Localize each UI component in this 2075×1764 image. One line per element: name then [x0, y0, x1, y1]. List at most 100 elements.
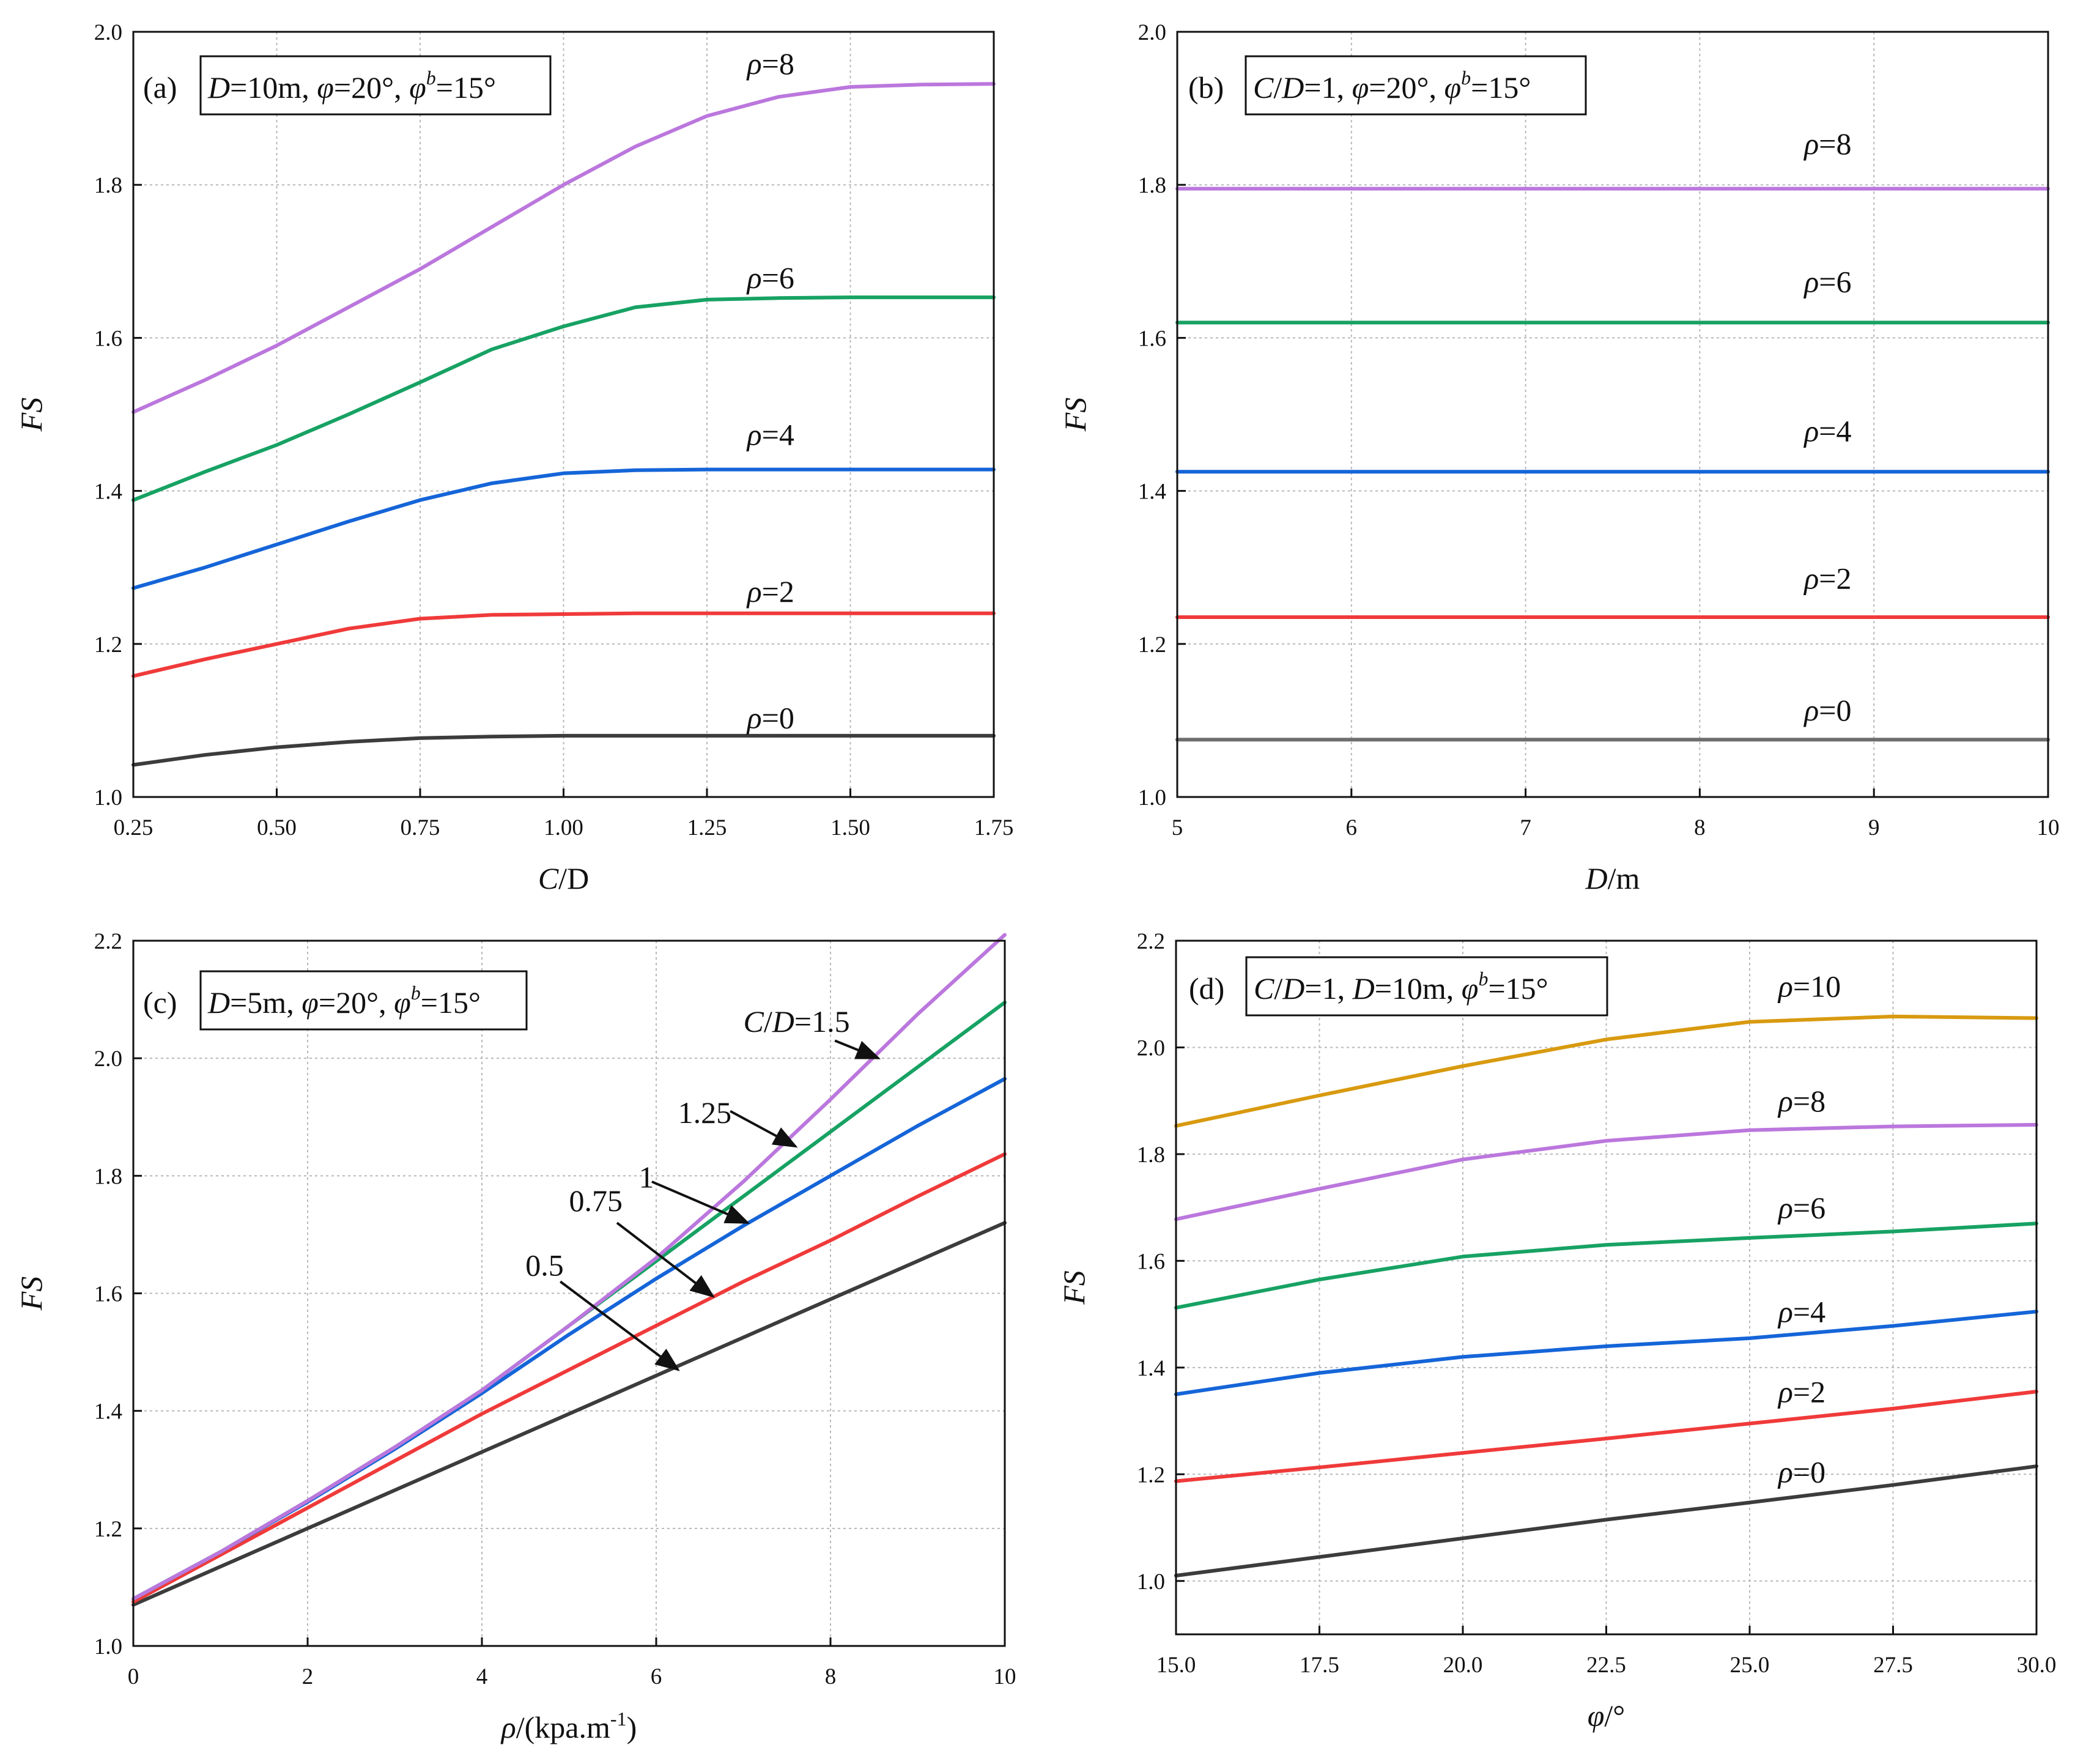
x-tick-label: 4 — [476, 1664, 488, 1689]
series-line — [1174, 1221, 2038, 1310]
annotation-val: =15° — [1471, 70, 1531, 105]
curve-label-var: ρ — [1777, 1375, 1793, 1409]
annotation-box — [1245, 55, 1587, 116]
y-tick-label: 1.2 — [94, 1517, 122, 1542]
pointer-arrow — [730, 1110, 798, 1148]
curve-label-value: 1 — [639, 1160, 654, 1195]
curve-label-value: =4 — [762, 418, 794, 452]
y-tick-label: 2.2 — [1137, 929, 1165, 954]
curve-label: ρ=0 — [1803, 693, 1851, 727]
y-tick-label: 2.0 — [1138, 20, 1166, 45]
x-axis-label-var: D — [1585, 861, 1608, 895]
y-tick-label: 1.4 — [1137, 1356, 1165, 1381]
plot-frame — [1176, 31, 2049, 798]
annotation-var: C — [1254, 971, 1274, 1006]
x-tick-label: 0 — [128, 1664, 139, 1689]
chart-panel-1: 0.25 0.50 0.75 1.00 1.25 1.50 1.75 1.0 1.2 1.4 1.6… — [14, 20, 1013, 895]
annotation-var: C — [1253, 70, 1274, 105]
y-axis-label: FS — [14, 398, 48, 432]
annotation-var: φ — [301, 985, 319, 1020]
pointer-arrow — [834, 1039, 881, 1060]
curve-label: 0.5 — [525, 1248, 564, 1283]
x-tick-label: 27.5 — [1873, 1653, 1913, 1678]
annotation-box — [199, 55, 552, 116]
curve-label-var: ρ — [1777, 1191, 1793, 1225]
y-tick-label: 1.2 — [94, 632, 122, 658]
y-tick-label: 2.0 — [94, 1047, 122, 1072]
curve-label: C/D=1.5 — [744, 1004, 850, 1039]
series-line — [1174, 1122, 2038, 1221]
pointer-arrow — [560, 1280, 680, 1371]
x-axis-label-unit: / — [558, 861, 567, 895]
panel-tag: (b) — [1188, 70, 1224, 105]
curve-label: ρ=2 — [1777, 1375, 1825, 1409]
annotation-val: / — [1273, 70, 1282, 105]
curve-label-value: =4 — [1819, 413, 1851, 448]
annotation-val: =20°, — [319, 985, 394, 1020]
curve-label: 1.25 — [678, 1095, 732, 1130]
y-tick-label: 1.0 — [94, 785, 122, 810]
annotation-sup: b — [1461, 67, 1471, 89]
curve-label: ρ=8 — [746, 46, 794, 81]
curve-label: ρ=2 — [1803, 561, 1851, 596]
x-axis-label-unit: /° — [1604, 1699, 1625, 1733]
y-tick-label: 1.0 — [1138, 785, 1166, 810]
series-line — [1174, 1464, 2038, 1577]
annotation-sup: b — [426, 67, 436, 89]
y-tick-label: 1.4 — [1138, 480, 1166, 505]
x-tick-label: 7 — [1520, 815, 1531, 840]
curve-label: ρ=4 — [1777, 1295, 1825, 1329]
annotation-val: =15° — [1488, 971, 1548, 1006]
curve-label: ρ=10 — [1777, 969, 1841, 1004]
x-axis-label: D/m — [1585, 861, 1640, 895]
curve-label: 1 — [639, 1160, 654, 1195]
series-line — [131, 611, 996, 678]
annotation-var: D — [1352, 971, 1375, 1006]
curve-label-var: ρ — [1803, 561, 1819, 596]
x-tick-label: 0.50 — [257, 815, 297, 840]
series-line — [131, 467, 996, 590]
curve-label-var: ρ — [1803, 264, 1819, 298]
curve-label-var: ρ — [746, 261, 762, 295]
curve-label-var: ρ — [746, 700, 762, 735]
y-tick-label: 1.8 — [94, 1164, 122, 1189]
annotation-text: C/D=1, φ=20°, φb=15° — [1253, 67, 1531, 105]
series-line — [1174, 1310, 2038, 1396]
x-axis-label-var: φ — [1588, 1699, 1605, 1733]
y-tick-label: 1.8 — [1138, 173, 1166, 198]
panel-tag: (c) — [143, 985, 177, 1020]
annotation-var: D — [1281, 70, 1304, 105]
x-axis-label-sup: -1 — [610, 1708, 627, 1730]
x-tick-label: 1.75 — [974, 815, 1014, 840]
series-line — [131, 295, 996, 502]
panel-tag: (d) — [1189, 971, 1224, 1006]
x-axis-label: φ/° — [1588, 1699, 1626, 1733]
y-tick-label: 1.4 — [94, 480, 122, 505]
curve-label-value: =1.5 — [794, 1004, 850, 1039]
curve-label-var: ρ — [746, 418, 762, 452]
curve-label: 0.75 — [569, 1184, 623, 1218]
x-tick-label: 10 — [2037, 815, 2060, 840]
curve-label-var: ρ — [746, 46, 762, 81]
curve-label-value: =2 — [1819, 561, 1851, 596]
curve-label-value: =2 — [1793, 1375, 1825, 1409]
series-line — [131, 1077, 1007, 1601]
series-line — [131, 733, 996, 767]
annotation-var: φ — [1462, 971, 1479, 1006]
annotation-var: D — [207, 985, 230, 1020]
curve-label-var: ρ — [746, 574, 762, 609]
curve-label-value: =10 — [1793, 969, 1841, 1004]
series-line — [131, 1152, 1007, 1604]
x-tick-label: 17.5 — [1300, 1653, 1339, 1678]
x-tick-label: 1.00 — [544, 815, 583, 840]
y-tick-label: 1.2 — [1138, 632, 1166, 658]
curve-label-var: ρ — [1777, 969, 1793, 1004]
y-tick-label: 2.0 — [94, 20, 122, 45]
y-tick-label: 2.0 — [1137, 1036, 1165, 1061]
x-axis-label: C/D — [538, 861, 589, 895]
curve-label-var: ρ — [1777, 1455, 1793, 1489]
y-tick-label: 1.0 — [94, 1634, 122, 1659]
y-tick-label: 1.6 — [1137, 1249, 1165, 1274]
annotation-var: φ — [1352, 70, 1369, 105]
curve-label-slash: / — [764, 1004, 772, 1039]
